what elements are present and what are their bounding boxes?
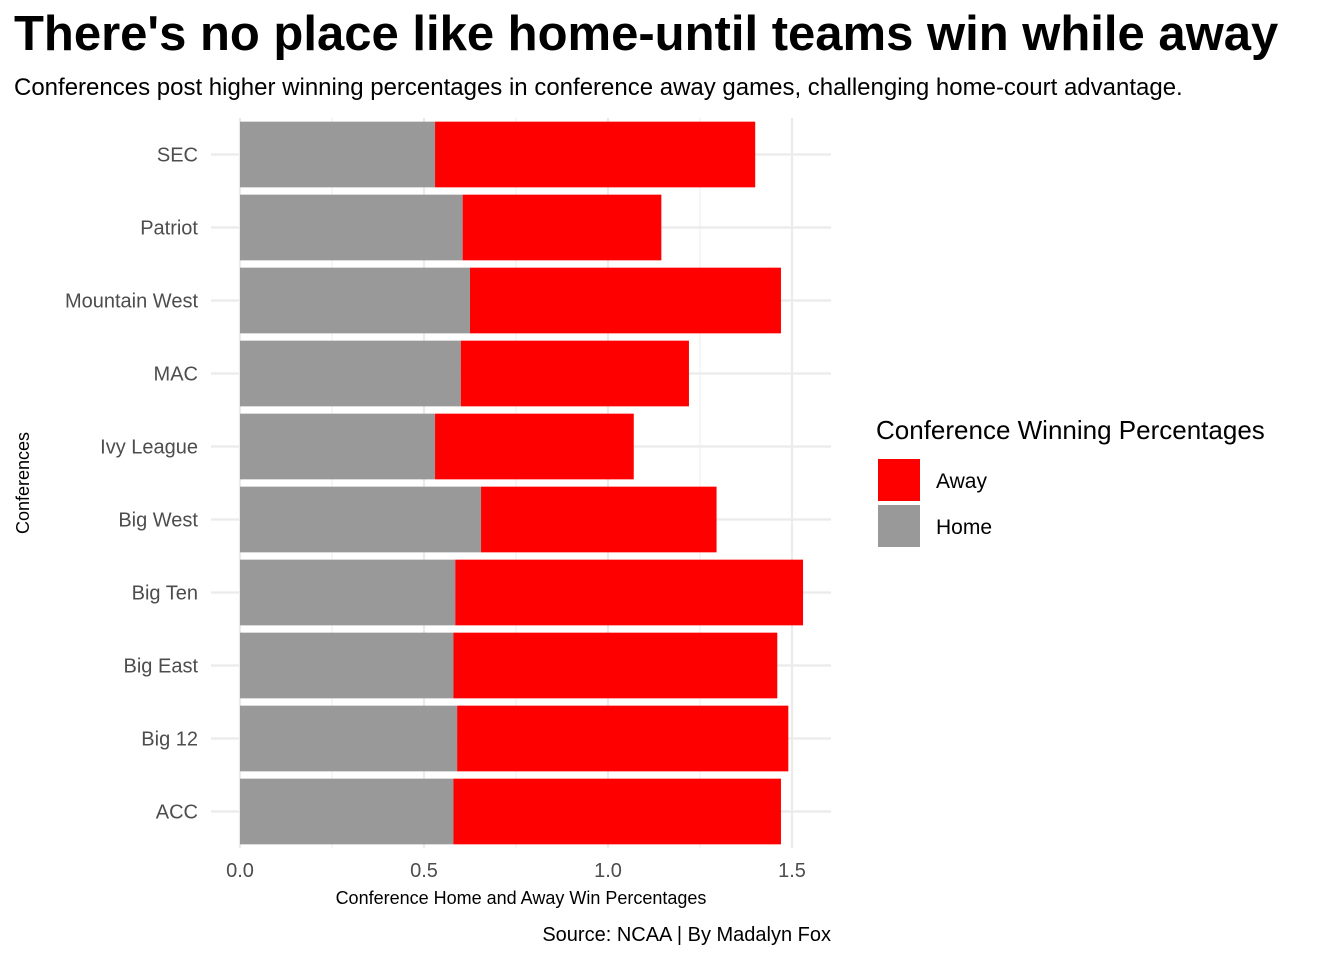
- bars: [240, 121, 804, 845]
- y-tick-label: Patriot: [140, 218, 198, 240]
- y-tick-label: ACC: [156, 802, 198, 824]
- bar-away-ivy-league: [435, 413, 634, 480]
- bar-away-mac: [460, 340, 689, 407]
- bar-home-big-east: [240, 632, 454, 699]
- x-tick-label: 1.5: [778, 860, 806, 882]
- legend-key-home: [878, 505, 920, 547]
- y-tick-label: Ivy League: [100, 437, 198, 459]
- bar-home-ivy-league: [240, 413, 436, 480]
- x-tick-labels: 0.0 0.5 1.0 1.5: [226, 860, 806, 882]
- y-tick-label: Big Ten: [132, 583, 198, 605]
- bar-away-mountain-west: [470, 267, 781, 334]
- y-tick-label: SEC: [157, 145, 198, 167]
- y-tick-label: Big East: [124, 656, 199, 678]
- x-tick-label: 0.0: [226, 860, 254, 882]
- bar-away-acc: [453, 778, 781, 845]
- x-axis-title: Conference Home and Away Win Percentages: [336, 888, 707, 908]
- chart-caption: Source: NCAA | By Madalyn Fox: [542, 924, 831, 946]
- bar-away-big-12: [457, 705, 789, 772]
- bar-home-big-west: [240, 486, 482, 553]
- bar-home-big-ten: [240, 559, 456, 626]
- bar-home-big-12: [240, 705, 458, 772]
- bar-home-sec: [240, 121, 436, 188]
- legend-key-away: [878, 459, 920, 501]
- y-axis-title: Conferences: [13, 432, 33, 534]
- legend-title: Conference Winning Percentages: [876, 415, 1265, 445]
- bar-away-big-ten: [455, 559, 804, 626]
- y-tick-label: Big 12: [141, 729, 198, 751]
- chart-title: There's no place like home-until teams w…: [14, 7, 1279, 61]
- legend: Conference Winning Percentages Away Home: [876, 415, 1265, 547]
- bar-away-big-east: [453, 632, 778, 699]
- x-tick-label: 0.5: [410, 860, 438, 882]
- bar-away-big-west: [481, 486, 717, 553]
- bar-home-mountain-west: [240, 267, 470, 334]
- y-tick-label: Mountain West: [65, 291, 198, 313]
- y-tick-labels: ACC Big 12 Big East Big Ten Big West Ivy Leag…: [65, 145, 198, 824]
- x-tick-label: 1.0: [594, 860, 622, 882]
- y-tick-label: MAC: [154, 364, 198, 386]
- legend-label-home: Home: [936, 516, 992, 539]
- bar-away-sec: [435, 121, 756, 188]
- bar-home-patriot: [240, 194, 463, 261]
- chart-subtitle: Conferences post higher winning percenta…: [14, 74, 1183, 101]
- bar-away-patriot: [462, 194, 662, 261]
- bar-home-acc: [240, 778, 454, 845]
- y-tick-label: Big West: [118, 510, 198, 532]
- bar-home-mac: [240, 340, 461, 407]
- legend-label-away: Away: [936, 470, 987, 493]
